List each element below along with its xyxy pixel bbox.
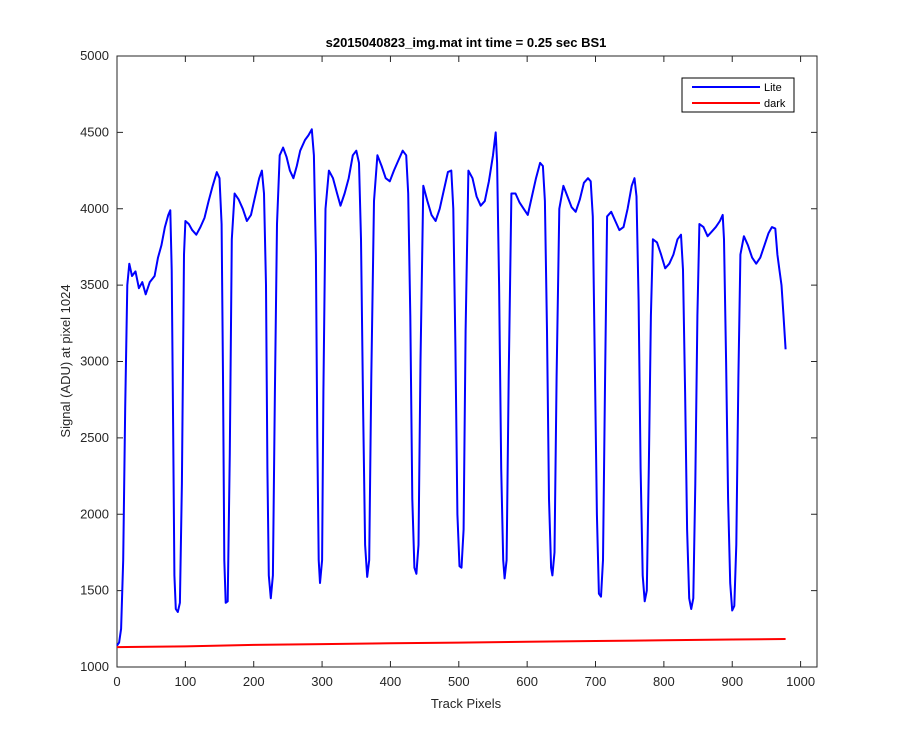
x-tick-label: 200 <box>243 674 265 689</box>
chart-title: s2015040823_img.mat int time = 0.25 sec … <box>326 35 607 50</box>
series-line-dark <box>116 638 786 649</box>
y-axis-ticks: 1000 1500 2000 2500 3000 3500 4000 4500 5000 <box>80 48 817 674</box>
plot-area: 0 100 200 300 400 500 600 700 800 900 1000 1000 150… <box>80 48 818 689</box>
x-tick-label: 400 <box>380 674 402 689</box>
y-tick-label: 1000 <box>80 659 109 674</box>
legend: Lite dark <box>681 77 795 113</box>
y-tick-label: 3500 <box>80 277 109 292</box>
y-tick-label: 1500 <box>80 583 109 598</box>
x-tick-label: 700 <box>585 674 607 689</box>
x-tick-label: 300 <box>311 674 333 689</box>
y-tick-label: 2500 <box>80 430 109 445</box>
series-lines <box>116 128 787 649</box>
x-axis-ticks: 0 100 200 300 400 500 600 700 800 900 1000 <box>113 56 815 689</box>
x-tick-label: 900 <box>721 674 743 689</box>
legend-label-lite: Lite <box>764 82 782 94</box>
legend-box <box>681 77 795 113</box>
y-tick-label: 5000 <box>80 48 109 63</box>
x-tick-label: 500 <box>448 674 470 689</box>
x-tick-label: 600 <box>516 674 538 689</box>
x-tick-label: 1000 <box>786 674 815 689</box>
y-tick-label: 3000 <box>80 354 109 369</box>
x-axis-label: Track Pixels <box>431 696 502 711</box>
y-tick-label: 2000 <box>80 506 109 521</box>
y-tick-label: 4500 <box>80 124 109 139</box>
series-line-lite <box>116 128 787 647</box>
y-axis-label: Signal (ADU) at pixel 1024 <box>58 284 73 437</box>
legend-label-dark: dark <box>764 98 786 110</box>
x-tick-label: 100 <box>175 674 197 689</box>
y-tick-label: 4000 <box>80 201 109 216</box>
x-tick-label: 800 <box>653 674 675 689</box>
x-tick-label: 0 <box>113 674 120 689</box>
